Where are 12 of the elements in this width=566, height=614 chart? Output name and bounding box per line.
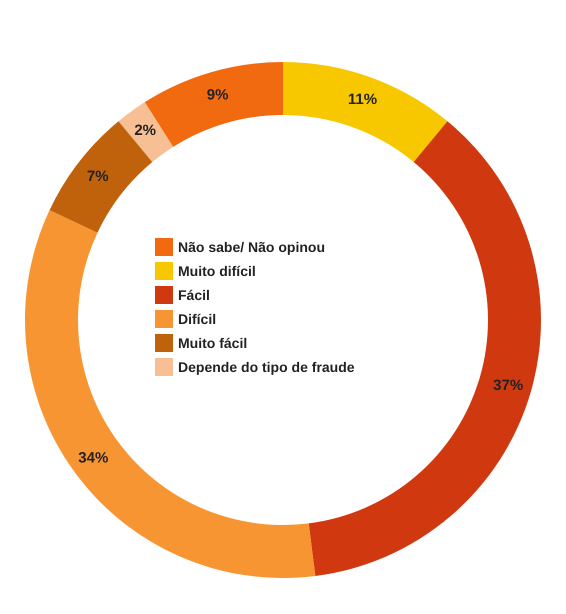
- legend-label: Fácil: [178, 287, 210, 303]
- data-label: 7%: [86, 168, 109, 185]
- legend-label: Não sabe/ Não opinou: [178, 239, 326, 255]
- data-label: 2%: [134, 122, 156, 139]
- legend-label: Muito difícil: [178, 263, 256, 279]
- legend-label: Difícil: [178, 311, 216, 327]
- legend-label: Depende do tipo de fraude: [178, 359, 355, 375]
- data-label: 11%: [348, 90, 378, 108]
- data-label: 9%: [206, 86, 228, 104]
- legend-label: Muito fácil: [178, 335, 248, 351]
- data-label: 37%: [493, 376, 524, 394]
- data-label: 34%: [78, 449, 108, 466]
